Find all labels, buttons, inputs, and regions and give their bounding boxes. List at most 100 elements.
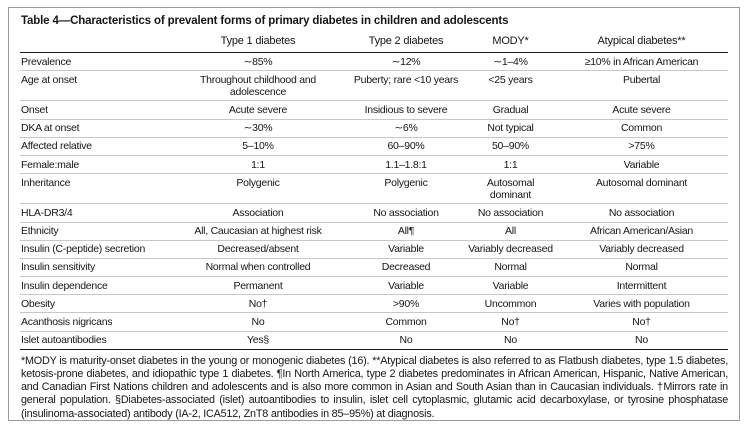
- cell-type1: Acute severe: [170, 100, 346, 120]
- cell-type2: >90%: [346, 294, 466, 314]
- cell-mody: Autosomal dominant: [466, 173, 555, 205]
- column-header-blank: [20, 34, 170, 53]
- cell-type1: ∼85%: [170, 52, 346, 72]
- cell-atypical: Variably decreased: [555, 240, 728, 259]
- cell-type1: Normal when controlled: [170, 258, 346, 278]
- cell-type2: All¶: [346, 222, 466, 241]
- cell-atypical: Pubertal: [555, 70, 728, 102]
- cell-type2: ∼6%: [346, 119, 466, 138]
- diabetes-characteristics-table: Type 1 diabetes Type 2 diabetes MODY* At…: [20, 34, 728, 350]
- cell-type1: Polygenic: [170, 173, 346, 205]
- row-label: Obesity: [20, 294, 170, 314]
- row-label: Onset: [20, 100, 170, 120]
- row-label: Prevalence: [20, 52, 170, 72]
- cell-atypical: African American/Asian: [555, 222, 728, 241]
- table-row: Inheritance Polygenic Polygenic Autosoma…: [20, 173, 728, 205]
- cell-atypical: Normal: [555, 258, 728, 278]
- cell-type1: No†: [170, 294, 346, 314]
- cell-atypical: Intermittent: [555, 276, 728, 296]
- table-row: Age at onset Throughout childhood and ad…: [20, 70, 728, 102]
- row-label: Ethnicity: [20, 222, 170, 241]
- row-label: DKA at onset: [20, 119, 170, 138]
- cell-type2: Decreased: [346, 258, 466, 278]
- cell-type2: Variable: [346, 276, 466, 296]
- table-title: Table 4—Characteristics of prevalent for…: [21, 15, 509, 27]
- table-row: Islet autoantibodies Yes§ No No No: [20, 331, 728, 350]
- cell-atypical: Variable: [555, 155, 728, 175]
- row-label: Insulin sensitivity: [20, 258, 170, 278]
- cell-atypical: Acute severe: [555, 100, 728, 120]
- table-row: Affected relative 5–10% 60–90% 50–90% >7…: [20, 137, 728, 156]
- cell-mody: No†: [466, 312, 555, 332]
- table-row: DKA at onset ∼30% ∼6% Not typical Common: [20, 119, 728, 138]
- cell-atypical: Autosomal dominant: [555, 173, 728, 205]
- table-row: Insulin dependence Permanent Variable Va…: [20, 276, 728, 296]
- cell-atypical: Varies with population: [555, 294, 728, 314]
- cell-type1: Association: [170, 203, 346, 223]
- cell-atypical: No: [555, 331, 728, 350]
- cell-type2: Insidious to severe: [346, 100, 466, 120]
- cell-mody: Gradual: [466, 100, 555, 120]
- column-header-type2: Type 2 diabetes: [346, 34, 466, 53]
- cell-mody: Not typical: [466, 119, 555, 138]
- table-row: Ethnicity All, Caucasian at highest risk…: [20, 222, 728, 241]
- column-header-type1: Type 1 diabetes: [170, 34, 346, 53]
- cell-mody: Variable: [466, 276, 555, 296]
- cell-type2: No association: [346, 203, 466, 223]
- cell-type2: 1.1–1.8:1: [346, 155, 466, 175]
- table-row: Obesity No† >90% Uncommon Varies with po…: [20, 294, 728, 314]
- cell-type1: All, Caucasian at highest risk: [170, 222, 346, 241]
- column-header-atypical: Atypical diabetes**: [555, 34, 728, 53]
- cell-type1: Permanent: [170, 276, 346, 296]
- cell-mody: Uncommon: [466, 294, 555, 314]
- table-row: Acanthosis nigricans No Common No† No†: [20, 312, 728, 332]
- table-row: Insulin sensitivity Normal when controll…: [20, 258, 728, 278]
- cell-mody: No: [466, 331, 555, 350]
- cell-atypical: ≥10% in African American: [555, 52, 728, 72]
- column-header-mody: MODY*: [466, 34, 555, 53]
- cell-atypical: >75%: [555, 137, 728, 156]
- cell-mody: 50–90%: [466, 137, 555, 156]
- cell-type2: Common: [346, 312, 466, 332]
- cell-type1: Throughout childhood and adolescence: [170, 70, 346, 102]
- cell-type2: Polygenic: [346, 173, 466, 205]
- cell-type2: ∼12%: [346, 52, 466, 72]
- row-label: Acanthosis nigricans: [20, 312, 170, 332]
- row-label: HLA-DR3/4: [20, 203, 170, 223]
- cell-type1: Yes§: [170, 331, 346, 350]
- cell-mody: ∼1–4%: [466, 52, 555, 72]
- cell-mody: <25 years: [466, 70, 555, 102]
- table-row: Female:male 1:1 1.1–1.8:1 1:1 Variable: [20, 155, 728, 175]
- row-label: Female:male: [20, 155, 170, 175]
- cell-type2: No: [346, 331, 466, 350]
- row-label: Insulin (C-peptide) secretion: [20, 240, 170, 259]
- table-body: Prevalence ∼85% ∼12% ∼1–4% ≥10% in Afric…: [20, 52, 728, 350]
- table-row: Prevalence ∼85% ∼12% ∼1–4% ≥10% in Afric…: [20, 52, 728, 72]
- cell-type2: Variable: [346, 240, 466, 259]
- row-label: Islet autoantibodies: [20, 331, 170, 350]
- table-container: Table 4—Characteristics of prevalent for…: [8, 7, 740, 421]
- cell-mody: Normal: [466, 258, 555, 278]
- cell-type2: 60–90%: [346, 137, 466, 156]
- table-footnote: *MODY is maturity-onset diabetes in the …: [21, 354, 728, 420]
- cell-type1: 5–10%: [170, 137, 346, 156]
- table-row: Insulin (C-peptide) secretion Decreased/…: [20, 240, 728, 259]
- cell-atypical: Common: [555, 119, 728, 138]
- cell-type2: Puberty; rare <10 years: [346, 70, 466, 102]
- row-label: Insulin dependence: [20, 276, 170, 296]
- cell-mody: All: [466, 222, 555, 241]
- cell-mody: 1:1: [466, 155, 555, 175]
- header-row: Type 1 diabetes Type 2 diabetes MODY* At…: [20, 34, 728, 53]
- row-label: Inheritance: [20, 173, 170, 205]
- row-label: Affected relative: [20, 137, 170, 156]
- table-row: HLA-DR3/4 Association No association No …: [20, 203, 728, 223]
- cell-mody: No association: [466, 203, 555, 223]
- cell-atypical: No association: [555, 203, 728, 223]
- cell-type1: 1:1: [170, 155, 346, 175]
- row-label: Age at onset: [20, 70, 170, 102]
- table-row: Onset Acute severe Insidious to severe G…: [20, 100, 728, 120]
- cell-type1: No: [170, 312, 346, 332]
- cell-mody: Variably decreased: [466, 240, 555, 259]
- cell-atypical: No†: [555, 312, 728, 332]
- cell-type1: Decreased/absent: [170, 240, 346, 259]
